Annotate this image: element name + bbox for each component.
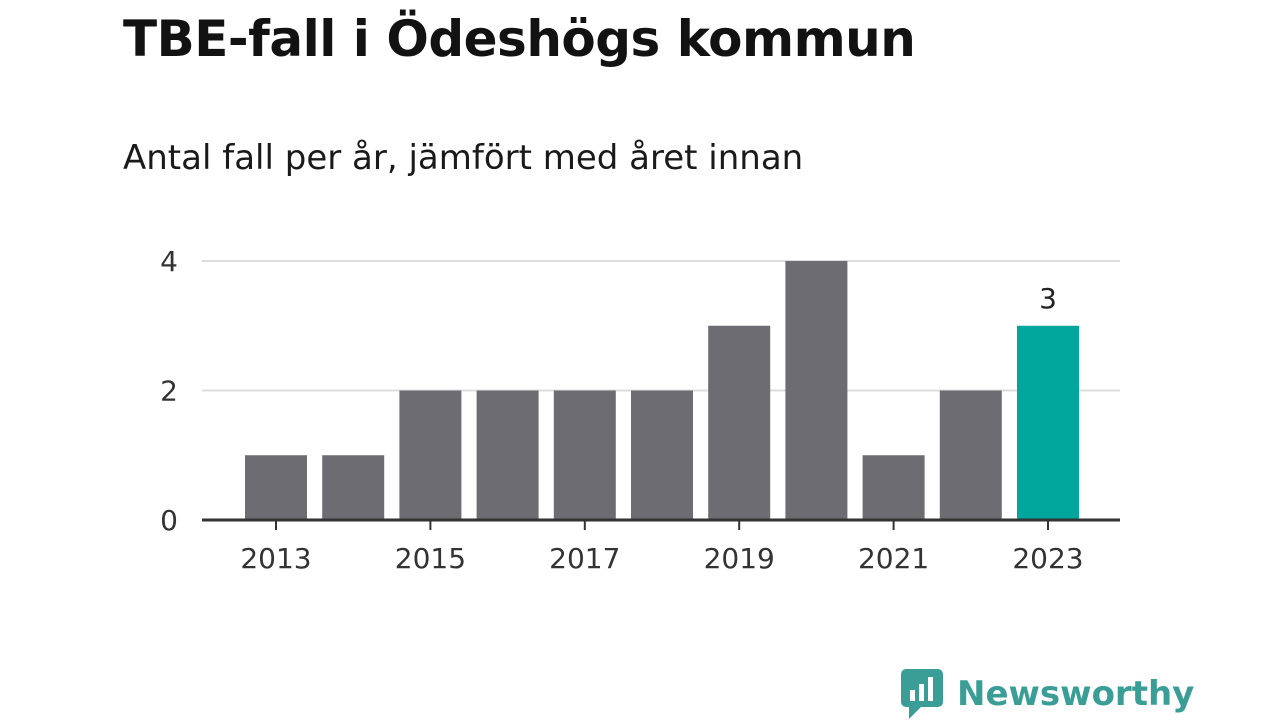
- x-tick-label: 2015: [395, 542, 466, 575]
- newsworthy-logo: Newsworthy: [901, 669, 1194, 719]
- x-tick-label: 2021: [858, 542, 929, 575]
- bar-2020: [785, 261, 848, 520]
- bar-2023: [1017, 325, 1079, 520]
- x-tick-label: 2023: [1012, 542, 1083, 575]
- bar-2018: [631, 390, 693, 520]
- chart-title: TBE-fall i Ödeshögs kommun: [123, 10, 916, 68]
- gridlines: [202, 260, 1120, 392]
- bar-2019: [708, 325, 771, 520]
- bar-2014: [322, 455, 385, 520]
- brand-name: Newsworthy: [957, 674, 1195, 714]
- bar-2022: [939, 390, 1002, 520]
- y-tick-label: 2: [160, 375, 178, 408]
- x-tick-label: 2019: [704, 542, 775, 575]
- bar-2016: [476, 390, 539, 520]
- chart-subtitle: Antal fall per år, jämfört med året inna…: [123, 138, 804, 178]
- bar-2013: [245, 455, 307, 520]
- bar-2021: [862, 455, 925, 520]
- x-tick-label: 2013: [240, 542, 311, 575]
- newsworthy-logo-icon: [901, 669, 943, 719]
- labels: 0 2 4 2013 2015 2017 2019 2021 2023 3: [160, 245, 1083, 575]
- bar-2015: [399, 390, 462, 520]
- axes: [202, 518, 1120, 530]
- y-tick-label: 4: [160, 245, 178, 278]
- bars: [245, 261, 1079, 520]
- y-tick-label: 0: [160, 504, 178, 537]
- x-tick-label: 2017: [549, 542, 620, 575]
- data-label: 3: [1039, 282, 1057, 315]
- bar-2017: [553, 390, 616, 520]
